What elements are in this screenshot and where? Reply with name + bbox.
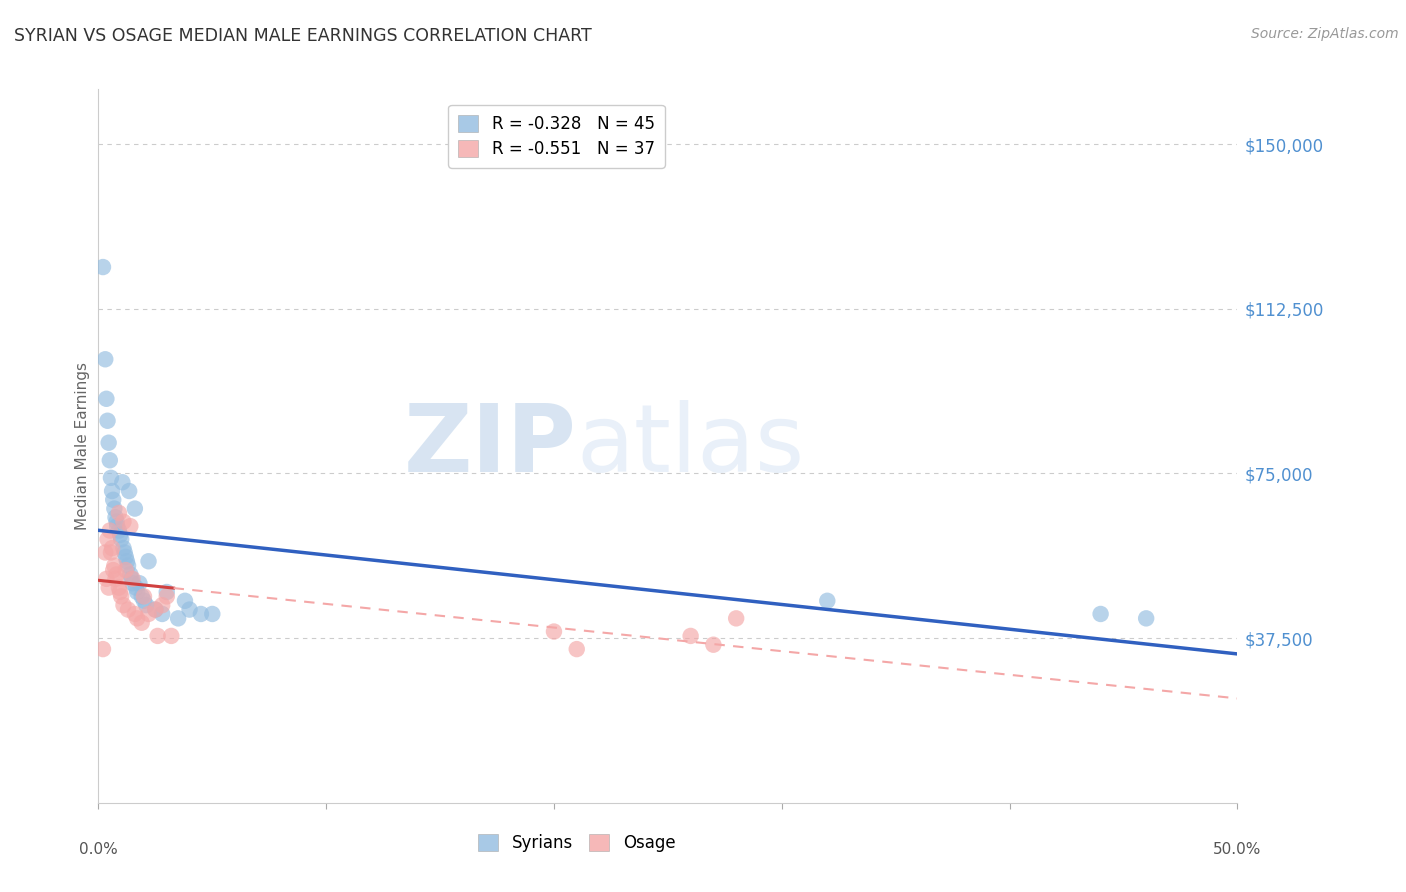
Point bbox=[98, 524, 121, 538]
Point bbox=[135, 598, 157, 612]
Point bbox=[112, 541, 135, 555]
Point bbox=[146, 629, 169, 643]
Text: Source: ZipAtlas.com: Source: ZipAtlas.com bbox=[1251, 27, 1399, 41]
Point bbox=[98, 453, 121, 467]
Point bbox=[104, 572, 127, 586]
Text: 50.0%: 50.0% bbox=[1213, 842, 1261, 857]
Point bbox=[114, 549, 136, 564]
Point bbox=[108, 524, 131, 538]
Point bbox=[179, 602, 201, 616]
Point bbox=[160, 629, 183, 643]
Point bbox=[117, 558, 139, 573]
Point bbox=[103, 558, 125, 573]
Point bbox=[100, 471, 122, 485]
Point bbox=[127, 585, 149, 599]
Point bbox=[138, 607, 160, 621]
Point bbox=[94, 545, 117, 559]
Point bbox=[565, 642, 588, 657]
Point bbox=[110, 590, 132, 604]
Point bbox=[174, 594, 197, 608]
Point bbox=[108, 528, 131, 542]
Point bbox=[101, 483, 124, 498]
Point bbox=[103, 501, 125, 516]
Point bbox=[104, 510, 127, 524]
Point bbox=[138, 554, 160, 568]
Y-axis label: Median Male Earnings: Median Male Earnings bbox=[75, 362, 90, 530]
Point bbox=[1090, 607, 1112, 621]
Point bbox=[131, 590, 153, 604]
Point bbox=[120, 519, 142, 533]
Point bbox=[125, 581, 148, 595]
Point bbox=[105, 567, 128, 582]
Point bbox=[124, 501, 146, 516]
Point bbox=[103, 563, 125, 577]
Point bbox=[101, 541, 124, 555]
Point bbox=[121, 572, 143, 586]
Point bbox=[156, 590, 179, 604]
Point bbox=[1135, 611, 1157, 625]
Point bbox=[156, 585, 179, 599]
Text: ZIP: ZIP bbox=[404, 400, 576, 492]
Text: SYRIAN VS OSAGE MEDIAN MALE EARNINGS CORRELATION CHART: SYRIAN VS OSAGE MEDIAN MALE EARNINGS COR… bbox=[14, 27, 592, 45]
Point bbox=[117, 602, 139, 616]
Point bbox=[150, 607, 173, 621]
Point bbox=[91, 642, 114, 657]
Text: atlas: atlas bbox=[576, 400, 806, 492]
Point bbox=[112, 598, 135, 612]
Point bbox=[725, 611, 748, 625]
Point bbox=[115, 554, 138, 568]
Point bbox=[679, 629, 702, 643]
Point bbox=[150, 598, 173, 612]
Point bbox=[124, 607, 146, 621]
Point bbox=[105, 519, 128, 533]
Point bbox=[543, 624, 565, 639]
Point bbox=[118, 483, 141, 498]
Point bbox=[121, 576, 143, 591]
Point bbox=[132, 590, 155, 604]
Point bbox=[96, 572, 118, 586]
Point bbox=[114, 545, 136, 559]
Point bbox=[167, 611, 190, 625]
Point bbox=[96, 414, 118, 428]
Point bbox=[100, 545, 122, 559]
Point bbox=[108, 585, 131, 599]
Point bbox=[131, 615, 153, 630]
Point bbox=[127, 611, 149, 625]
Point bbox=[108, 506, 131, 520]
Point bbox=[201, 607, 224, 621]
Point bbox=[120, 567, 142, 582]
Point bbox=[91, 260, 114, 274]
Point bbox=[105, 515, 128, 529]
Point bbox=[114, 563, 136, 577]
Point bbox=[96, 533, 118, 547]
Legend: Syrians, Osage: Syrians, Osage bbox=[471, 827, 682, 859]
Point bbox=[815, 594, 838, 608]
Text: 0.0%: 0.0% bbox=[79, 842, 118, 857]
Point bbox=[96, 392, 118, 406]
Point bbox=[103, 492, 125, 507]
Point bbox=[702, 638, 724, 652]
Point bbox=[120, 572, 142, 586]
Point bbox=[94, 352, 117, 367]
Point bbox=[110, 533, 132, 547]
Point bbox=[108, 581, 131, 595]
Point bbox=[190, 607, 212, 621]
Point bbox=[97, 435, 120, 450]
Point bbox=[111, 475, 134, 490]
Point bbox=[145, 602, 167, 616]
Point bbox=[145, 602, 167, 616]
Point bbox=[97, 581, 120, 595]
Point bbox=[128, 576, 150, 591]
Point bbox=[132, 594, 155, 608]
Point bbox=[112, 515, 135, 529]
